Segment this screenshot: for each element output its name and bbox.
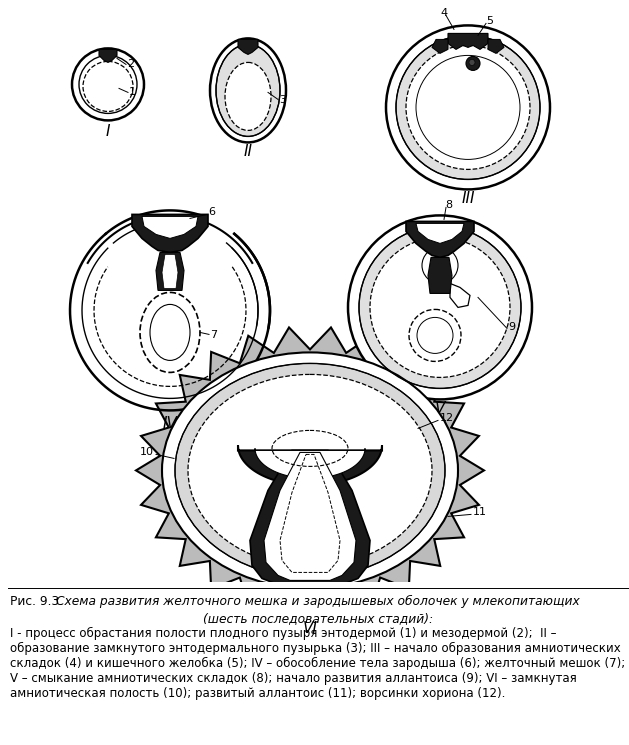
Circle shape [72, 48, 144, 121]
Polygon shape [255, 448, 365, 478]
Text: 8: 8 [445, 200, 452, 210]
Circle shape [422, 247, 458, 283]
Polygon shape [450, 283, 470, 308]
Text: III: III [461, 191, 475, 206]
Circle shape [469, 60, 475, 66]
Circle shape [417, 317, 453, 353]
Polygon shape [142, 216, 198, 238]
Polygon shape [162, 254, 178, 288]
Polygon shape [406, 221, 474, 258]
Polygon shape [99, 49, 117, 63]
Polygon shape [132, 215, 208, 253]
Ellipse shape [162, 352, 458, 589]
Text: (шесть последовательных стадий):: (шесть последовательных стадий): [203, 612, 433, 625]
Text: 9: 9 [508, 323, 515, 332]
Circle shape [370, 238, 510, 378]
Circle shape [359, 226, 521, 388]
Text: IV: IV [162, 416, 177, 431]
Text: 2: 2 [127, 60, 134, 69]
Text: I - процесс обрастания полости плодного пузыря энтодермой (1) и мезодермой (2); : I - процесс обрастания полости плодного … [9, 627, 625, 700]
Text: 11: 11 [473, 507, 487, 518]
Ellipse shape [188, 375, 432, 566]
Ellipse shape [140, 292, 200, 372]
Circle shape [409, 309, 461, 361]
Polygon shape [488, 39, 504, 54]
Polygon shape [416, 224, 464, 244]
Ellipse shape [175, 364, 445, 577]
Polygon shape [250, 451, 370, 586]
Circle shape [406, 45, 530, 169]
Polygon shape [448, 34, 488, 49]
Text: V: V [435, 402, 445, 416]
Text: I: I [106, 124, 110, 139]
Polygon shape [238, 39, 258, 54]
Text: 12: 12 [440, 413, 454, 423]
Text: 1: 1 [129, 87, 136, 98]
Polygon shape [238, 446, 382, 486]
Circle shape [348, 215, 532, 399]
Text: 3: 3 [279, 95, 286, 105]
Text: VI: VI [303, 621, 318, 636]
Ellipse shape [225, 63, 271, 130]
Text: 5: 5 [486, 16, 493, 26]
Text: II: II [243, 145, 252, 159]
Text: 6: 6 [208, 207, 215, 218]
Polygon shape [428, 258, 452, 294]
Text: Рис. 9.3.: Рис. 9.3. [9, 595, 67, 608]
Text: 7: 7 [210, 331, 217, 340]
Polygon shape [156, 253, 184, 291]
Polygon shape [264, 452, 356, 580]
Circle shape [386, 25, 550, 189]
Polygon shape [432, 39, 448, 54]
Ellipse shape [216, 45, 280, 136]
Text: 10: 10 [140, 448, 154, 457]
Ellipse shape [150, 305, 190, 361]
Circle shape [466, 57, 480, 71]
Circle shape [83, 61, 133, 112]
Ellipse shape [210, 39, 286, 142]
Circle shape [396, 36, 540, 180]
Text: Схема развития желточного мешка и зародышевых оболочек у млекопитающих: Схема развития желточного мешка и зароды… [55, 595, 579, 608]
Polygon shape [136, 328, 484, 613]
Text: 4: 4 [440, 8, 447, 19]
Circle shape [416, 55, 520, 159]
